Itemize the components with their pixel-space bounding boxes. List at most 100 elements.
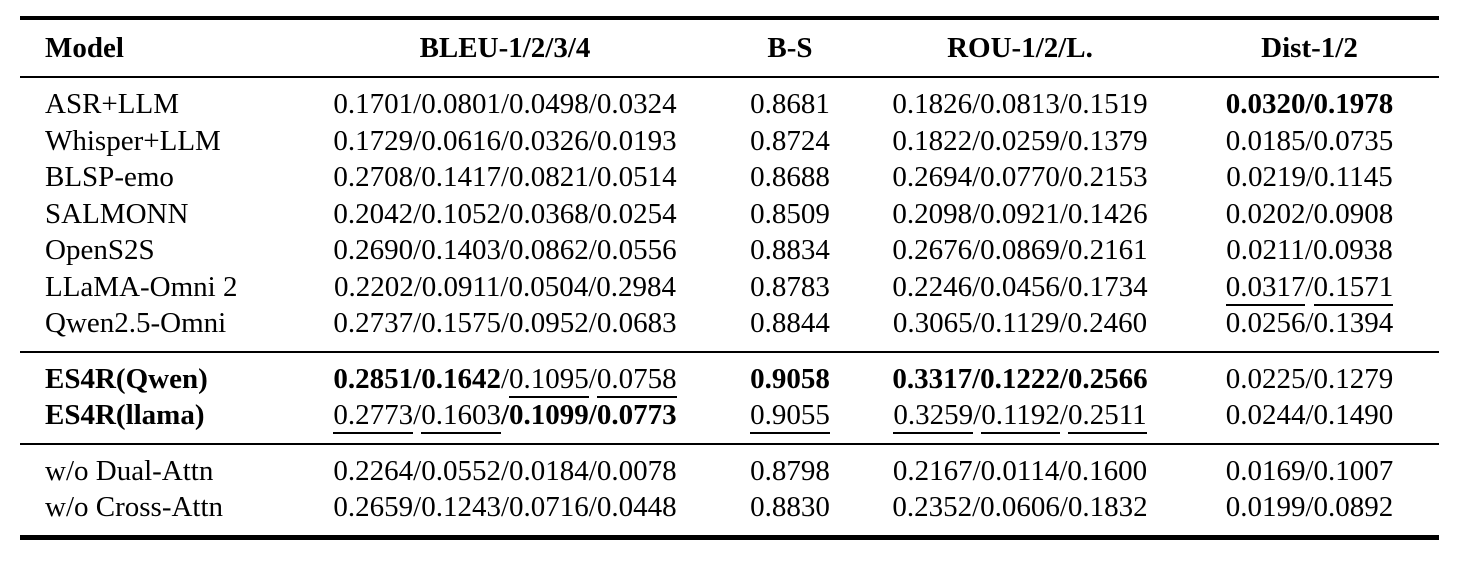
cell-text: Qwen2.5-Omni — [45, 307, 227, 339]
cell-text: BLSP-emo — [45, 161, 174, 193]
metric-cell: 0.2851/0.1642/0.1095/0.0758 — [290, 352, 720, 398]
cell-text: 0.2167/0.0114/0.1600 — [892, 454, 1148, 487]
metric-cell: 0.1701/0.0801/0.0498/0.0324 — [290, 77, 720, 123]
cell-text: 0.8783 — [750, 270, 830, 303]
cell-text: 0.0169/0.1007 — [1225, 454, 1394, 487]
model-cell: SALMONN — [20, 196, 290, 233]
cell-text: 0.1571 — [1313, 270, 1394, 306]
cell-text: ES4R(llama) — [45, 399, 205, 431]
cell-text: 0.8681 — [750, 88, 830, 120]
cell-text: 0.1095 — [509, 362, 589, 398]
column-header: BLEU-1/2/3/4 — [419, 32, 591, 64]
metric-cell: 0.2659/0.1243/0.0716/0.0448 — [290, 489, 720, 537]
cell-text: 0.8844 — [750, 307, 830, 339]
metric-cell: 0.8681 — [720, 77, 860, 123]
metric-cell: 0.1826/0.0813/0.1519 — [860, 77, 1180, 123]
cell-text: w/o Cross-Attn — [45, 491, 224, 523]
table-row: LLaMA-Omni 2 0.2202/0.0911/0.0504/0.2984 0… — [20, 269, 1439, 306]
model-cell: LLaMA-Omni 2 — [20, 269, 290, 306]
cell-text: 0.0317 — [1225, 270, 1306, 306]
cell-text: 0.2676/0.0869/0.2161 — [892, 234, 1148, 266]
cell-text: 0.2202/0.0911/0.0504/0.2984 — [333, 270, 677, 303]
table-row: ASR+LLM 0.1701/0.0801/0.0498/0.0324 0.8681… — [20, 77, 1439, 123]
table-group: ES4R(Qwen) 0.2851/0.1642/0.1095/0.0758 0.9… — [20, 351, 1439, 444]
cell-text: 0.0219/0.1145 — [1226, 161, 1393, 193]
cell-text: 0.2708/0.1417/0.0821/0.0514 — [333, 161, 677, 193]
metric-cell: 0.8830 — [720, 489, 860, 537]
paper-page: Model BLEU-1/2/3/4 B-S ROU-1/2/L. Dist-1/2 A… — [0, 16, 1459, 564]
metric-cell: 0.2694/0.0770/0.2153 — [860, 159, 1180, 196]
cell-text: 0.1192 — [981, 399, 1060, 434]
cell-text: / — [1305, 270, 1314, 303]
cell-text: 0.1603 — [421, 399, 501, 434]
table-row: OpenS2S 0.2690/0.1403/0.0862/0.0556 0.8834… — [20, 232, 1439, 269]
metric-cell: 0.3317/0.1222/0.2566 — [860, 352, 1180, 398]
cell-text: 0.2694/0.0770/0.2153 — [892, 161, 1148, 193]
metric-cell: 0.2690/0.1403/0.0862/0.0556 — [290, 232, 720, 269]
cell-text: 0.2773 — [333, 399, 414, 434]
metric-cell: 0.2167/0.0114/0.1600 — [860, 444, 1180, 490]
cell-text: 0.8688 — [750, 161, 830, 193]
cell-text: 0.0185/0.0735 — [1225, 124, 1394, 157]
cell-text: 0.2511 — [1067, 399, 1147, 434]
cell-text: 0.0211/0.0938 — [1226, 234, 1393, 266]
metric-cell: 0.8834 — [720, 232, 860, 269]
cell-text: SALMONN — [45, 197, 189, 230]
cell-text: 0.0320/0.1978 — [1225, 88, 1394, 120]
cell-text: /0.1099/0.0773 — [500, 399, 677, 431]
cell-text: / — [413, 399, 422, 431]
table-row: BLSP-emo 0.2708/0.1417/0.0821/0.0514 0.868… — [20, 159, 1439, 196]
column-header: Model — [45, 32, 124, 64]
metric-cell: 0.2352/0.0606/0.1832 — [860, 489, 1180, 537]
model-cell: w/o Cross-Attn — [20, 489, 290, 537]
cell-text: / — [973, 399, 982, 431]
metric-cell: 0.0244/0.1490 — [1180, 397, 1439, 444]
metric-cell: 0.1729/0.0616/0.0326/0.0193 — [290, 123, 720, 160]
metric-cell: 0.8798 — [720, 444, 860, 490]
table-row: w/o Dual-Attn 0.2264/0.0552/0.0184/0.0078… — [20, 444, 1439, 490]
metric-cell: 0.2042/0.1052/0.0368/0.0254 — [290, 196, 720, 233]
model-cell: Whisper+LLM — [20, 123, 290, 160]
cell-text: 0.8830 — [750, 491, 830, 523]
cell-text: / — [588, 362, 597, 395]
cell-text: 0.3317/0.1222/0.2566 — [892, 362, 1148, 395]
cell-text: 0.8509 — [750, 197, 830, 230]
cell-text: ES4R(Qwen) — [45, 362, 208, 395]
cell-text: 0.1729/0.0616/0.0326/0.0193 — [333, 124, 677, 157]
model-cell: ES4R(Qwen) — [20, 352, 290, 398]
results-table: Model BLEU-1/2/3/4 B-S ROU-1/2/L. Dist-1/2 A… — [20, 16, 1439, 540]
cell-text: 0.2246/0.0456/0.1734 — [892, 270, 1148, 303]
metric-cell: 0.2676/0.0869/0.2161 — [860, 232, 1180, 269]
metric-cell: 0.8844 — [720, 305, 860, 352]
column-header: B-S — [767, 32, 813, 64]
table-row: Qwen2.5-Omni 0.2737/0.1575/0.0952/0.0683 0… — [20, 305, 1439, 352]
cell-text: w/o Dual-Attn — [45, 454, 214, 487]
cell-text: 0.2737/0.1575/0.0952/0.0683 — [333, 307, 677, 339]
model-cell: OpenS2S — [20, 232, 290, 269]
model-cell: w/o Dual-Attn — [20, 444, 290, 490]
cell-text: 0.2042/0.1052/0.0368/0.0254 — [333, 197, 677, 230]
model-cell: ASR+LLM — [20, 77, 290, 123]
cell-text: 0.2352/0.0606/0.1832 — [892, 491, 1148, 523]
cell-text: 0.1822/0.0259/0.1379 — [892, 124, 1148, 157]
cell-text: 0.9055 — [750, 399, 830, 434]
cell-text: 0.1826/0.0813/0.1519 — [892, 88, 1148, 120]
cell-text: 0.0225/0.1279 — [1225, 362, 1394, 395]
metric-cell: 0.0199/0.0892 — [1180, 489, 1439, 537]
cell-text: LLaMA-Omni 2 — [45, 270, 238, 303]
column-header: Dist-1/2 — [1261, 32, 1358, 64]
cell-text: / — [500, 362, 510, 395]
metric-cell: 0.8509 — [720, 196, 860, 233]
metric-cell: 0.0225/0.1279 — [1180, 352, 1439, 398]
table-group: ASR+LLM 0.1701/0.0801/0.0498/0.0324 0.8681… — [20, 77, 1439, 352]
model-cell: ES4R(llama) — [20, 397, 290, 444]
metric-cell: 0.8724 — [720, 123, 860, 160]
metric-cell: 0.0219/0.1145 — [1180, 159, 1439, 196]
column-header: ROU-1/2/L. — [947, 32, 1093, 64]
cell-text: / — [1059, 399, 1068, 431]
metric-cell: 0.2737/0.1575/0.0952/0.0683 — [290, 305, 720, 352]
cell-text: 0.2264/0.0552/0.0184/0.0078 — [333, 454, 677, 487]
table-row: SALMONN 0.2042/0.1052/0.0368/0.0254 0.8509… — [20, 196, 1439, 233]
cell-text: 0.9058 — [750, 362, 830, 395]
cell-text: 0.3065/0.1129/0.2460 — [892, 307, 1148, 339]
